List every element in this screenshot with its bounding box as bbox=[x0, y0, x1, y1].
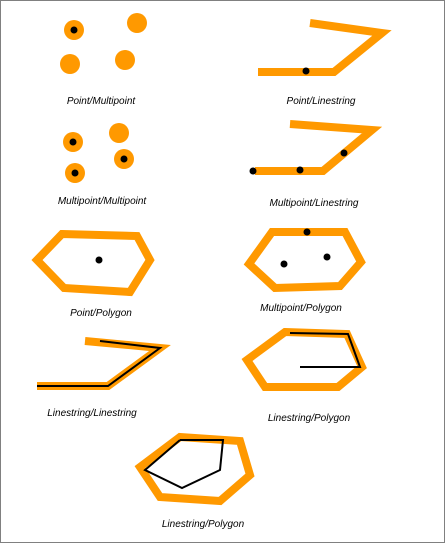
linestring bbox=[255, 120, 383, 175]
panel-multipoint-multipoint: Multipoint/Multipoint bbox=[58, 123, 148, 207]
multipoint-circle bbox=[60, 54, 80, 74]
caption: Linestring/Polygon bbox=[268, 413, 351, 424]
panel-multipoint-polygon: Multipoint/Polygon bbox=[243, 228, 366, 314]
caption: Multipoint/Multipoint bbox=[58, 196, 148, 207]
multipoint-dot bbox=[280, 260, 288, 268]
multipoint-circle bbox=[115, 50, 135, 70]
panel-linestring-polygon: Linestring/Polygon bbox=[241, 327, 367, 424]
panel-point-polygon: Point/Polygon bbox=[31, 229, 155, 319]
polygon bbox=[134, 432, 255, 506]
multipoint-dot bbox=[71, 169, 79, 177]
panel-point-multipoint: Point/Multipoint bbox=[60, 13, 147, 107]
multipoint-circle bbox=[127, 13, 147, 33]
caption: Multipoint/Linestring bbox=[270, 198, 359, 209]
multipoint-dot bbox=[296, 166, 304, 174]
caption: Multipoint/Polygon bbox=[260, 303, 342, 314]
caption: Linestring/Linestring bbox=[47, 408, 137, 419]
multipoint-circle bbox=[109, 123, 129, 143]
multipoint-dot bbox=[303, 228, 311, 236]
overlay-linestring bbox=[37, 340, 163, 387]
point-dot bbox=[302, 67, 310, 75]
polygon bbox=[241, 327, 367, 391]
multipoint-dot bbox=[340, 149, 348, 157]
overlay-linestring bbox=[143, 439, 225, 490]
multipoint-dot bbox=[323, 253, 331, 261]
linestring bbox=[258, 19, 392, 76]
point-dot bbox=[70, 26, 78, 34]
panel-multipoint-linestring: Multipoint/Linestring bbox=[249, 120, 383, 209]
caption: Point/Multipoint bbox=[67, 96, 137, 107]
multipoint-dot bbox=[69, 138, 77, 146]
panel-linestring-linestring: Linestring/Linestring bbox=[37, 337, 171, 419]
caption: Point/Polygon bbox=[70, 308, 132, 319]
panel-linestring-polygon-bottom: Linestring/Polygon bbox=[134, 432, 255, 530]
multipoint-dot bbox=[120, 155, 128, 163]
polygon bbox=[31, 229, 155, 297]
linestring bbox=[37, 337, 171, 390]
overlay-linestring bbox=[289, 332, 362, 368]
panel-point-linestring: Point/Linestring bbox=[258, 19, 392, 107]
caption: Linestring/Polygon bbox=[162, 519, 245, 530]
multipoint-dot bbox=[249, 167, 257, 175]
caption: Point/Linestring bbox=[287, 96, 356, 107]
point-dot bbox=[95, 256, 103, 264]
polygon bbox=[243, 228, 366, 293]
